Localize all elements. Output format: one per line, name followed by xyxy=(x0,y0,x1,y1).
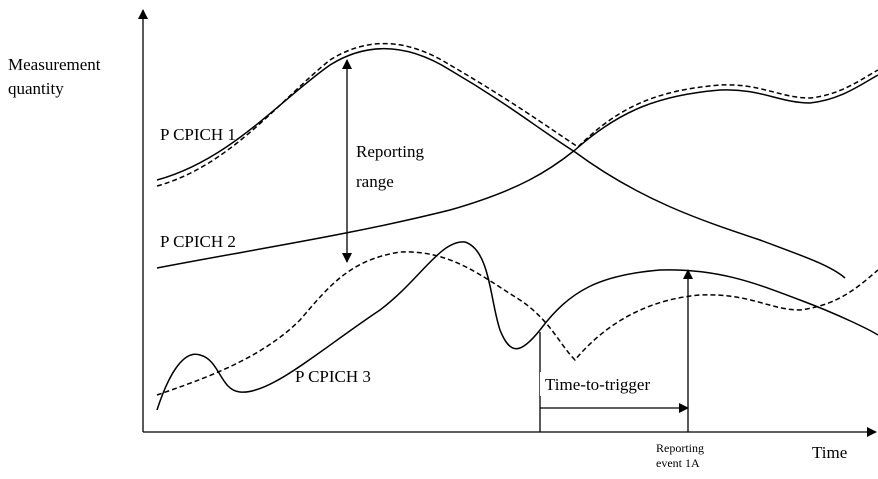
cpich1-curve xyxy=(156,47,846,279)
cpich3-curve xyxy=(156,241,878,411)
y-axis-label: quantity xyxy=(8,79,64,98)
cpich2-label: P CPICH 2 xyxy=(160,232,236,251)
x-axis-label: Time xyxy=(812,443,847,462)
cpich-envelope-dashed xyxy=(156,42,878,187)
reporting-range-label: Reporting xyxy=(356,142,424,161)
y-axis-label: Measurement xyxy=(8,55,101,74)
label-backdrop xyxy=(540,372,666,396)
cpich3-label: P CPICH 3 xyxy=(295,367,371,386)
time-to-trigger-label: Time-to-trigger xyxy=(545,375,650,394)
cpich3-dashed xyxy=(156,251,878,396)
cpich1-label: P CPICH 1 xyxy=(160,125,236,144)
reporting-event-label: Reporting xyxy=(656,441,704,455)
cpich2-curve xyxy=(156,74,878,269)
reporting-event-label: event 1A xyxy=(656,456,700,470)
reporting-range-label: range xyxy=(356,172,394,191)
